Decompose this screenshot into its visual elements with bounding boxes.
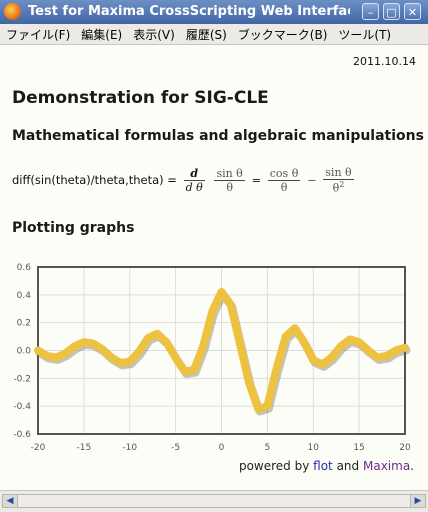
window-title: Test for Maxima CrossScripting Web Inter… <box>28 4 350 19</box>
y-tick-label: -0.6 <box>13 430 31 440</box>
y-tick-label: 0.2 <box>17 319 31 329</box>
x-tick-label: 15 <box>353 443 364 453</box>
maximize-button[interactable]: □ <box>383 3 400 20</box>
page-content: 2011.10.14 Demonstration for SIG-CLE Mat… <box>0 45 428 490</box>
menu-view[interactable]: 表示(V) <box>133 28 175 42</box>
page-date: 2011.10.14 <box>353 55 416 68</box>
scroll-right-icon[interactable]: ▶ <box>414 496 422 506</box>
x-tick-label: -5 <box>171 443 180 453</box>
close-button[interactable]: ✕ <box>404 3 421 20</box>
powered-by-line: powered by flot and Maxima. <box>239 459 414 473</box>
y-tick-label: -0.2 <box>13 374 31 384</box>
firefox-icon <box>4 3 21 20</box>
formula-input: diff(sin(theta)/theta,theta) = <box>12 172 177 187</box>
scroll-left-icon[interactable]: ◀ <box>6 496 14 506</box>
x-tick-label: -10 <box>122 443 137 453</box>
window-titlebar: Test for Maxima CrossScripting Web Inter… <box>0 0 428 24</box>
status-bar: ◀ ▶ <box>0 490 428 512</box>
x-tick-label: 20 <box>399 443 411 453</box>
menu-tools[interactable]: ツール(T) <box>338 28 392 42</box>
x-tick-label: -20 <box>31 443 46 453</box>
menu-history[interactable]: 履歴(S) <box>185 28 227 42</box>
menu-edit[interactable]: 編集(E) <box>81 28 123 42</box>
y-tick-label: 0.0 <box>17 347 32 357</box>
series-shadow <box>35 290 411 416</box>
y-tick-label: 0.6 <box>17 263 32 273</box>
scrollbar-thumb[interactable] <box>17 495 411 507</box>
x-tick-label: 10 <box>308 443 320 453</box>
powered-suffix: . <box>410 459 414 473</box>
x-tick-label: 0 <box>219 443 225 453</box>
page-title: Demonstration for SIG-CLE <box>12 88 269 108</box>
menu-file[interactable]: ファイル(F) <box>6 28 71 42</box>
y-tick-label: -0.4 <box>13 402 31 412</box>
x-tick-label: 5 <box>265 443 271 453</box>
section-heading-formulas: Mathematical formulas and algebraic mani… <box>12 128 424 144</box>
formula-sin-squared-fraction: sin θ θ2 <box>323 166 354 195</box>
powered-prefix: powered by <box>238 459 310 473</box>
menu-bookmarks[interactable]: ブックマーク(B) <box>237 28 328 42</box>
flot-link[interactable]: flot <box>313 459 333 473</box>
plot-area: -20 -15 -10 -5 0 5 10 15 20 0.6 0.4 0.2 0.0 -0.2 -0.4 -… <box>0 257 428 457</box>
x-tick-label: -15 <box>77 443 92 453</box>
formula-minus: − <box>306 172 317 187</box>
sinc-plot: -20 -15 -10 -5 0 5 10 15 20 0.6 0.4 0.2 0.0 -0.2 -0.4 -… <box>13 263 411 453</box>
maxima-link[interactable]: Maxima <box>362 459 411 473</box>
section-heading-plotting: Plotting graphs <box>12 220 135 236</box>
menu-bar: ファイル(F) 編集(E) 表示(V) 履歴(S) ブックマーク(B) ツール(T) <box>0 24 428 45</box>
powered-and: and <box>336 459 360 473</box>
formula-equals: = <box>251 172 262 187</box>
minimize-button[interactable]: – <box>362 3 379 20</box>
series-line <box>34 288 409 413</box>
y-tick-label: 0.4 <box>17 291 32 301</box>
horizontal-scrollbar[interactable]: ◀ ▶ <box>2 494 426 508</box>
